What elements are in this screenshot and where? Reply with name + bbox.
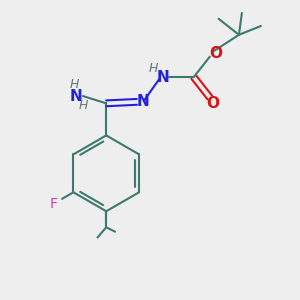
Text: H: H	[78, 99, 88, 112]
Text: O: O	[210, 46, 223, 61]
Text: H: H	[70, 79, 79, 92]
Text: F: F	[50, 197, 58, 211]
Text: N: N	[137, 94, 150, 110]
Text: H: H	[148, 62, 158, 75]
Text: N: N	[157, 70, 169, 85]
Text: O: O	[206, 96, 219, 111]
Text: N: N	[69, 88, 82, 104]
